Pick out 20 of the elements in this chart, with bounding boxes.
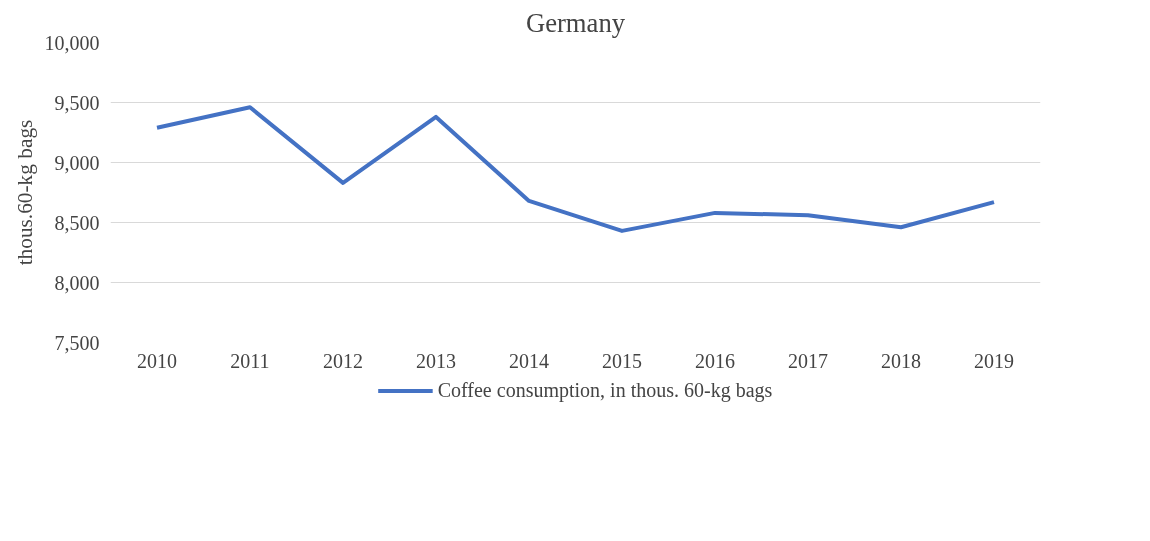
x-tick-label: 2015 [602,349,642,372]
legend-label: Coffee consumption, in thous. 60-kg bags [437,378,773,402]
chart-title: Germany [525,7,626,38]
x-tick-label: 2010 [137,349,177,372]
x-tick-label: 2019 [974,349,1014,372]
x-tick-label: 2012 [323,349,363,372]
y-axis-title: thous.60-kg bags [12,119,37,266]
y-tick-label: 8,500 [54,211,100,234]
y-tick-label: 9,500 [54,91,100,114]
x-tick-label: 2013 [416,349,456,372]
line-series [155,105,996,233]
x-tick-label: 2017 [788,349,828,372]
y-tick-label: 8,000 [54,271,100,294]
y-tick-label: 9,000 [54,151,100,174]
x-tick-label: 2011 [230,349,270,372]
y-tick-label: 7,500 [54,331,100,354]
x-tick-label: 2014 [509,349,549,372]
y-tick-label: 10,000 [44,31,100,54]
x-tick-label: 2018 [881,349,921,372]
x-tick-label: 2016 [695,349,735,372]
